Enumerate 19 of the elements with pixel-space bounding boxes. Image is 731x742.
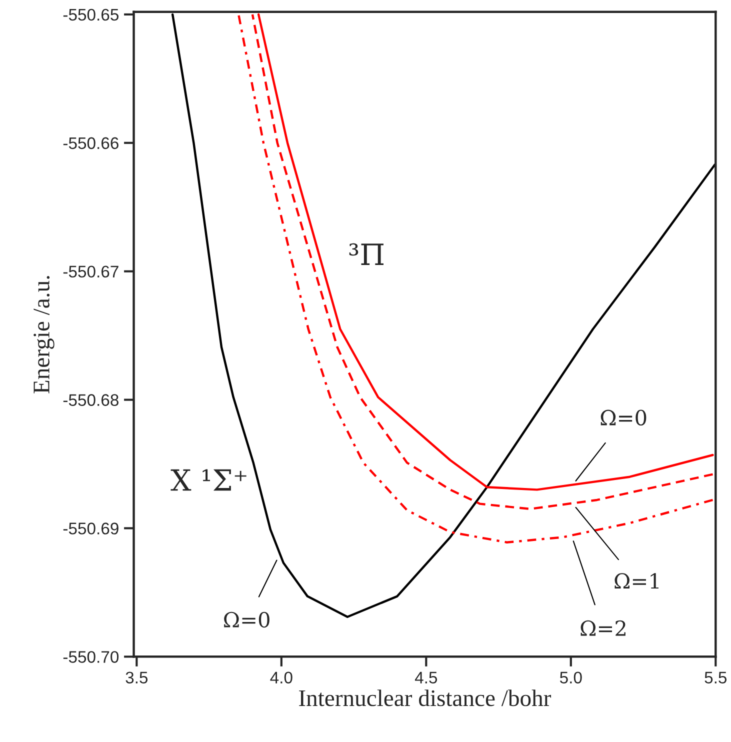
y-axis-title: Energie /a.u. (34, 276, 54, 394)
y-tick-label: -550.65 (63, 8, 118, 21)
y-tick-label: -550.67 (63, 266, 118, 278)
annotation: Ω=0 (224, 612, 270, 628)
x-tick-label: 4.5 (414, 672, 438, 684)
y-tick-label: -550.70 (63, 651, 119, 663)
x-tick-label: 5.5 (704, 672, 727, 684)
x-tick-label: 3.5 (126, 672, 148, 684)
annotation: Ω=1 (614, 573, 658, 589)
y-tick-label: -550.66 (63, 137, 118, 150)
y-tick-label: -550.68 (63, 394, 118, 406)
x-tick-label: 4.0 (270, 672, 292, 684)
annotation: Ω=0 (600, 410, 646, 426)
x-axis-title: Internuclear distance /bohr (299, 690, 552, 706)
y-tick-label: -550.69 (63, 522, 118, 534)
annotation: ³Π (349, 243, 384, 265)
x-tick-label: 5.0 (560, 672, 582, 684)
annotation: X ¹Σ⁺ (170, 469, 246, 491)
annotation: Ω=2 (580, 620, 626, 636)
